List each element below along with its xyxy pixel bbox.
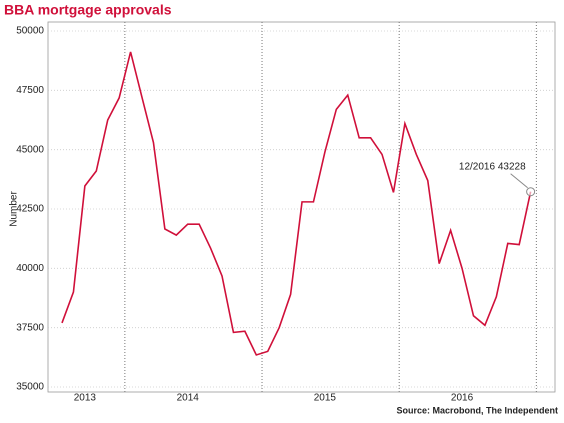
annotation: 12/2016 43228	[459, 161, 526, 172]
annotation-marker	[526, 187, 536, 197]
y-tick-label: 37500	[16, 322, 44, 333]
y-tick-label: 45000	[16, 144, 44, 155]
x-tick-label: 2014	[177, 393, 200, 404]
source: Source: Macrobond, The Independent	[396, 405, 558, 415]
x-tick-label: 2015	[314, 393, 337, 404]
x-tick-label: 2016	[451, 393, 474, 404]
chart-title: BBA mortgage approvals	[4, 2, 172, 18]
y-axis-label: Number	[9, 191, 20, 227]
plot-frame	[47, 21, 556, 393]
y-tick-label: 35000	[16, 382, 44, 393]
y-tick-label: 50000	[16, 26, 44, 37]
x-tick-label: 2013	[74, 393, 97, 404]
y-tick-label: 42500	[16, 204, 44, 215]
y-tick-label: 47500	[16, 85, 44, 96]
annotation-leader	[510, 173, 528, 189]
line-series	[61, 51, 532, 356]
y-tick-label: 40000	[16, 263, 44, 274]
